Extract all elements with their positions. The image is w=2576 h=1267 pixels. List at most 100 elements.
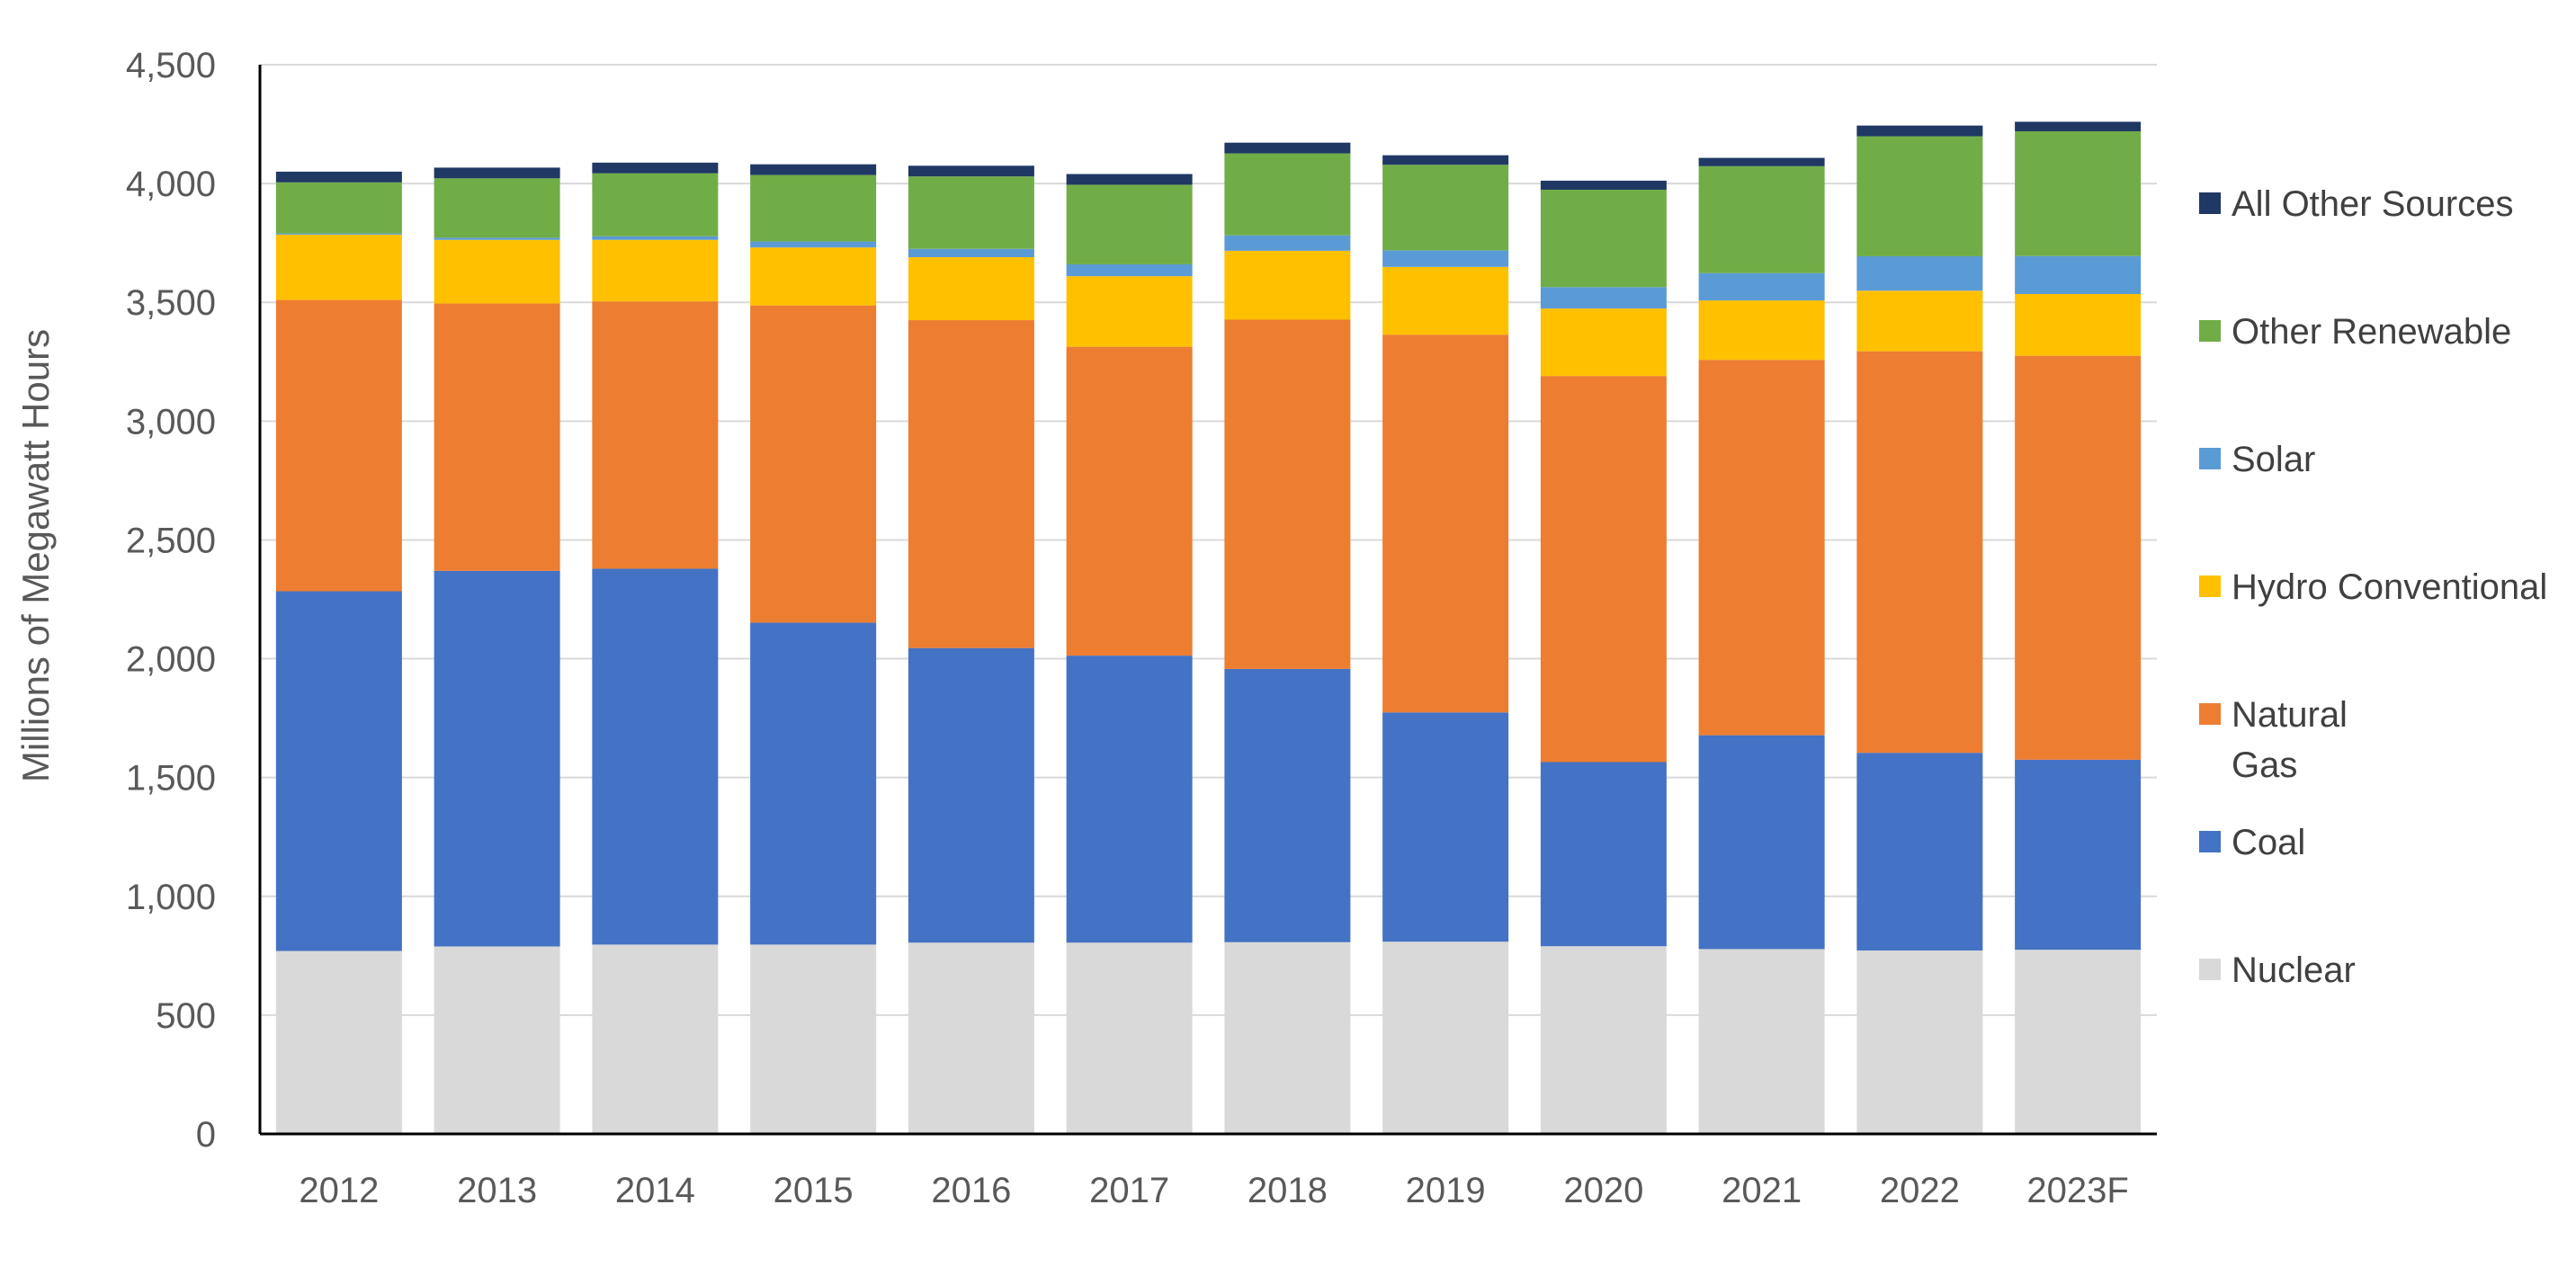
legend-swatch xyxy=(2199,831,2221,852)
bar-segment-other-renewable xyxy=(592,173,719,236)
y-tick-label: 0 xyxy=(196,1115,216,1155)
axes xyxy=(258,65,2157,1136)
legend-label: Hydro Conventional xyxy=(2232,567,2547,607)
bar-segment-solar xyxy=(275,233,402,235)
bar-segment-coal xyxy=(1382,712,1509,942)
bar-segment-natural-gas xyxy=(1540,376,1667,763)
bar-segment-all-other-sources xyxy=(1066,174,1193,185)
legend-swatch xyxy=(2199,703,2221,725)
legend-swatch xyxy=(2199,320,2221,342)
x-tick-label: 2014 xyxy=(615,1171,695,1210)
bar-segment-coal xyxy=(434,570,560,947)
bar-segment-other-renewable xyxy=(1698,165,1825,273)
y-tick-label: 2,000 xyxy=(126,640,216,680)
bar-segment-all-other-sources xyxy=(1698,157,1825,166)
y-tick-label: 3,000 xyxy=(126,402,216,442)
bar-segment-nuclear xyxy=(1066,942,1193,1134)
bars xyxy=(275,121,2142,1134)
legend-label: Nuclear xyxy=(2232,950,2356,990)
bar-segment-other-renewable xyxy=(275,182,402,234)
bar-segment-hydro-conventional xyxy=(1698,300,1825,361)
x-tick-label: 2019 xyxy=(1406,1171,1486,1210)
x-tick-label: 2013 xyxy=(457,1171,537,1210)
bar-segment-other-renewable xyxy=(908,176,1034,249)
legend-swatch xyxy=(2199,959,2221,980)
bar-segment-solar xyxy=(1698,272,1825,301)
bar-segment-solar xyxy=(1540,287,1667,309)
x-tick-label: 2022 xyxy=(1880,1171,1960,1210)
bar-segment-solar xyxy=(750,241,877,248)
bar-segment-other-renewable xyxy=(1856,136,1983,256)
bar-segment-hydro-conventional xyxy=(434,239,560,304)
y-tick-label: 1,500 xyxy=(126,759,216,799)
y-tick-label: 4,500 xyxy=(126,46,216,85)
bar-segment-all-other-sources xyxy=(2015,121,2142,131)
bar-segment-natural-gas xyxy=(2015,355,2142,760)
legend-label: Coal xyxy=(2232,823,2305,862)
legend-swatch xyxy=(2199,576,2221,597)
bar-segment-other-renewable xyxy=(1066,184,1193,264)
bar-segment-all-other-sources xyxy=(592,162,719,174)
y-tick-label: 1,000 xyxy=(126,878,216,917)
bar-segment-all-other-sources xyxy=(1382,155,1509,165)
bar-segment-solar xyxy=(1224,235,1351,251)
bar-segment-nuclear xyxy=(2015,950,2142,1134)
bar-segment-all-other-sources xyxy=(750,164,877,175)
bar-segment-nuclear xyxy=(592,944,719,1134)
bar-segment-nuclear xyxy=(434,946,560,1134)
bar-segment-nuclear xyxy=(1224,941,1351,1134)
bar-segment-coal xyxy=(1856,753,1983,951)
bar-segment-other-renewable xyxy=(2015,130,2142,256)
legend-swatch xyxy=(2199,448,2221,469)
bar-segment-natural-gas xyxy=(592,301,719,569)
bar-segment-natural-gas xyxy=(1856,351,1983,754)
y-tick-label: 500 xyxy=(156,996,216,1036)
x-tick-label: 2016 xyxy=(931,1171,1011,1210)
bar-segment-nuclear xyxy=(1382,941,1509,1134)
legend-label: Gas xyxy=(2232,745,2297,785)
bar-segment-other-renewable xyxy=(1382,165,1509,251)
bar-segment-all-other-sources xyxy=(1856,125,1983,137)
bar-segment-coal xyxy=(592,568,719,945)
bar-segment-nuclear xyxy=(1698,949,1825,1134)
gridlines xyxy=(260,64,2157,1016)
x-tick-label: 2015 xyxy=(774,1171,854,1210)
bar-segment-nuclear xyxy=(1856,950,1983,1134)
bar-segment-hydro-conventional xyxy=(1224,250,1351,320)
bar-segment-hydro-conventional xyxy=(750,247,877,306)
bar-segment-hydro-conventional xyxy=(1382,266,1509,335)
bar-segment-solar xyxy=(2015,255,2142,294)
bar-segment-nuclear xyxy=(1540,946,1667,1134)
bar-segment-natural-gas xyxy=(1224,319,1351,669)
legend-label: Natural xyxy=(2232,695,2348,735)
bar-segment-solar xyxy=(908,248,1034,258)
bar-segment-other-renewable xyxy=(750,174,877,242)
bar-segment-nuclear xyxy=(275,950,402,1134)
bar-segment-all-other-sources xyxy=(1540,180,1667,190)
x-tick-label: 2023F xyxy=(2026,1171,2128,1210)
bar-segment-solar xyxy=(434,237,560,240)
bar-segment-other-renewable xyxy=(1224,153,1351,236)
bar-segment-natural-gas xyxy=(434,303,560,571)
legend-swatch xyxy=(2199,192,2221,214)
bar-segment-coal xyxy=(908,647,1034,943)
bar-segment-coal xyxy=(2015,759,2142,950)
legend: All Other Sources Other Renewable Solar Hyd… xyxy=(2199,184,2547,990)
y-tick-label: 2,500 xyxy=(126,521,216,560)
bar-segment-hydro-conventional xyxy=(592,239,719,302)
y-tick-label: 3,500 xyxy=(126,283,216,323)
y-tick-labels: 0 500 1,000 1,500 2,000 2,500 3,000 3,500 4,000 4… xyxy=(126,46,216,1155)
bar-segment-natural-gas xyxy=(275,299,402,592)
bar-segment-coal xyxy=(750,622,877,945)
x-tick-label: 2012 xyxy=(299,1171,379,1210)
bar-segment-other-renewable xyxy=(1540,189,1667,288)
bar-segment-hydro-conventional xyxy=(2015,293,2142,356)
bar-segment-solar xyxy=(592,236,719,240)
y-tick-label: 4,000 xyxy=(126,165,216,204)
bar-segment-coal xyxy=(1066,656,1193,943)
bar-segment-all-other-sources xyxy=(908,165,1034,177)
bar-segment-coal xyxy=(1224,668,1351,942)
bar-segment-coal xyxy=(1698,735,1825,950)
